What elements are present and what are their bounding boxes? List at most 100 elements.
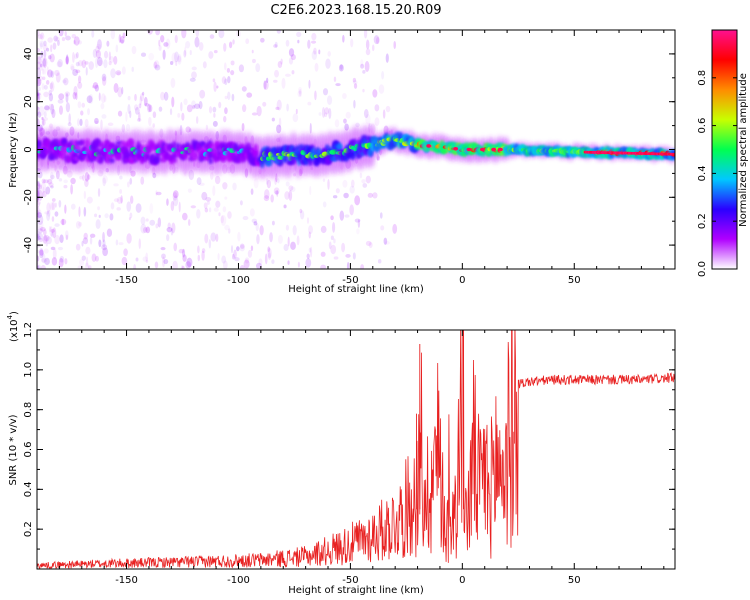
noise-blob bbox=[172, 192, 178, 201]
noise-blob bbox=[148, 52, 155, 61]
noise-blob bbox=[155, 223, 159, 229]
noise-blob bbox=[320, 264, 327, 269]
noise-blob bbox=[50, 44, 53, 53]
noise-blob bbox=[172, 195, 179, 207]
noise-blob bbox=[52, 248, 57, 260]
noise-blob bbox=[50, 174, 55, 180]
colorbar-label: Normalized spectral amplitude bbox=[738, 73, 749, 227]
noise-blob bbox=[71, 33, 77, 39]
noise-blob bbox=[95, 43, 102, 49]
noise-blob bbox=[97, 187, 101, 197]
snr-exponent-close: ) bbox=[9, 311, 20, 315]
noise-blob bbox=[333, 256, 339, 260]
noise-blob bbox=[37, 111, 42, 118]
noise-blob bbox=[37, 265, 40, 269]
noise-blob bbox=[324, 107, 330, 115]
noise-blob bbox=[170, 77, 176, 89]
noise-blob bbox=[40, 60, 44, 71]
noise-blob bbox=[48, 226, 51, 233]
noise-blob bbox=[143, 96, 148, 107]
noise-blob bbox=[64, 230, 69, 241]
noise-blob bbox=[85, 256, 89, 267]
noise-blob bbox=[180, 101, 183, 112]
snr-exponent-power: 4 bbox=[6, 314, 14, 319]
spectrogram-ylabel: Frequency (Hz) bbox=[8, 112, 19, 188]
noise-blob bbox=[342, 34, 345, 43]
y-tick-label: 20 bbox=[23, 95, 34, 108]
noise-blob bbox=[220, 215, 224, 224]
noise-blob bbox=[108, 61, 112, 66]
noise-blob bbox=[140, 216, 146, 225]
noise-blob bbox=[322, 88, 329, 96]
noise-blob bbox=[262, 101, 267, 107]
noise-blob bbox=[170, 227, 174, 236]
noise-blob bbox=[37, 201, 41, 207]
noise-blob bbox=[41, 116, 45, 127]
noise-blob bbox=[113, 82, 119, 94]
noise-blob bbox=[129, 212, 133, 219]
noise-blob bbox=[154, 261, 159, 269]
noise-blob bbox=[224, 196, 228, 200]
noise-blob bbox=[335, 188, 340, 194]
band-peak bbox=[672, 152, 675, 156]
band-cell bbox=[76, 145, 81, 152]
noise-blob bbox=[177, 112, 181, 118]
noise-blob bbox=[214, 175, 221, 185]
noise-blob bbox=[37, 264, 42, 269]
noise-blob bbox=[212, 78, 216, 83]
noise-blob bbox=[286, 103, 289, 112]
snr-panel: -150 -100 -50 0 50 0.2 0.4 0.6 0.8 1.0 1.2 Height … bbox=[6, 311, 676, 596]
noise-blob bbox=[183, 98, 188, 106]
noise-blob bbox=[86, 196, 93, 204]
noise-blob bbox=[221, 255, 227, 264]
noise-blob bbox=[40, 181, 47, 193]
noise-blob bbox=[283, 243, 289, 252]
noise-blob bbox=[273, 79, 278, 83]
noise-blob bbox=[37, 106, 40, 111]
noise-blob bbox=[59, 255, 65, 263]
noise-blob bbox=[139, 93, 145, 102]
noise-blob bbox=[158, 45, 162, 51]
noise-blob bbox=[75, 243, 81, 251]
noise-blob bbox=[327, 51, 331, 57]
noise-blob bbox=[102, 175, 108, 184]
noise-blob bbox=[216, 85, 219, 89]
noise-blob bbox=[49, 202, 55, 211]
noise-blob bbox=[95, 219, 101, 230]
noise-blob bbox=[187, 188, 192, 193]
noise-blob bbox=[73, 40, 76, 45]
noise-blob bbox=[91, 253, 97, 262]
noise-blob bbox=[242, 104, 247, 113]
noise-blob bbox=[142, 256, 149, 262]
noise-blob bbox=[102, 239, 106, 248]
noise-blob bbox=[224, 78, 228, 86]
noise-blob bbox=[65, 54, 69, 65]
noise-blob bbox=[230, 60, 235, 66]
noise-blob bbox=[344, 214, 350, 218]
noise-blob bbox=[37, 75, 44, 81]
band-cell bbox=[108, 157, 115, 164]
noise-blob bbox=[185, 41, 191, 49]
band-cell bbox=[172, 157, 177, 164]
noise-blob bbox=[42, 179, 49, 184]
noise-blob bbox=[88, 61, 94, 70]
noise-blob bbox=[241, 86, 247, 92]
noise-blob bbox=[221, 76, 227, 85]
noise-blob bbox=[276, 99, 282, 111]
noise-blob bbox=[367, 192, 374, 198]
noise-blob bbox=[220, 214, 227, 226]
noise-blob bbox=[48, 103, 54, 111]
noise-blob bbox=[41, 116, 44, 121]
noise-blob bbox=[208, 238, 212, 249]
noise-blob bbox=[135, 257, 139, 262]
noise-blob bbox=[228, 41, 233, 49]
noise-blob bbox=[147, 103, 151, 113]
colorbar: 0.0 0.2 0.4 0.6 0.8 Normalized spectral ampl… bbox=[697, 29, 749, 277]
noise-blob bbox=[359, 172, 363, 179]
noise-blob bbox=[145, 259, 149, 263]
noise-blob bbox=[363, 30, 368, 39]
noise-blob bbox=[288, 57, 294, 65]
noise-blob bbox=[283, 204, 287, 209]
noise-blob bbox=[374, 104, 380, 112]
noise-blob bbox=[256, 105, 262, 117]
